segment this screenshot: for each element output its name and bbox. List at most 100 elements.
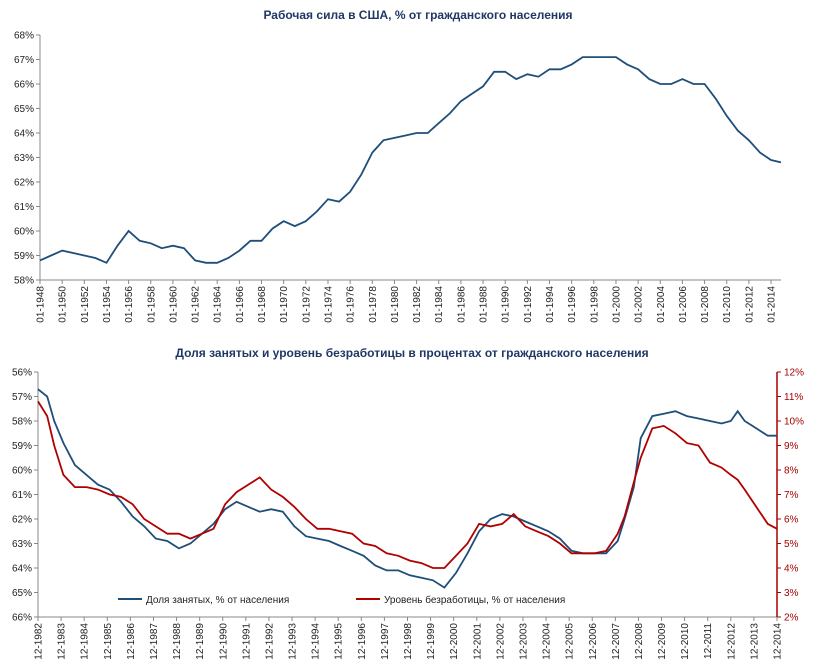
chart2-x-tick-label: 12-1998 <box>403 623 414 660</box>
chart1-x-tick-label: 01-1988 <box>479 286 490 323</box>
chart1-x-tick-label: 01-2000 <box>611 286 622 323</box>
chart2-x-tick-label: 12-1986 <box>126 623 137 660</box>
chart2-x-tick-label: 12-2010 <box>680 623 691 660</box>
chart1-x-tick-label: 01-1948 <box>36 286 47 323</box>
chart2-x-tick-label: 12-1987 <box>149 623 160 660</box>
chart1-x-tick-label: 01-1970 <box>279 286 290 323</box>
chart2-right-y-tick-label: 10% <box>784 417 804 428</box>
chart2-x-tick-label: 12-1992 <box>264 623 275 660</box>
chart1-x-tick-label: 01-1966 <box>235 286 246 323</box>
chart1-y-tick-label: 64% <box>14 129 34 140</box>
chart2-x-tick-label: 12-1989 <box>195 623 206 660</box>
chart1-y-tick-label: 60% <box>14 227 34 238</box>
chart1-x-ticks: 01-1948 01-1950 01-1952 01-1954 01-1956 01-19… <box>36 280 778 323</box>
chart2-x-tick-label: 12-2000 <box>449 623 460 660</box>
chart2-right-y-tick-label: 5% <box>784 539 799 550</box>
chart1-x-tick-label: 01-1960 <box>168 286 179 323</box>
chart1-x-tick-label: 01-2012 <box>744 286 755 323</box>
chart2-right-y-ticks: 2% 3% 4% 5% 6% 7% 8% 9% 10% 11% 12% <box>777 368 804 624</box>
chart2-left-y-ticks: 56% 57% 58% 59% 60% 61% 62% 63% 64% 65% 66% <box>12 368 38 624</box>
chart2-left-y-tick-label: 61% <box>12 490 32 501</box>
chart2-left-y-tick-label: 60% <box>12 466 32 477</box>
chart1-x-tick-label: 01-1984 <box>434 286 445 323</box>
chart2-right-y-tick-label: 4% <box>784 564 799 575</box>
chart1-y-tick-label: 62% <box>14 178 34 189</box>
chart1-x-tick-label: 01-2014 <box>767 286 778 323</box>
chart1-y-tick-label: 67% <box>14 55 34 66</box>
chart-employment-unemployment: Доля занятых и уровень безработицы в про… <box>12 346 804 660</box>
chart2-x-tick-label: 12-2008 <box>634 623 645 660</box>
chart1-x-tick-label: 01-2010 <box>722 286 733 323</box>
chart2-right-y-tick-label: 3% <box>784 588 799 599</box>
chart1-x-tick-label: 01-1978 <box>368 286 379 323</box>
chart2-right-y-tick-label: 11% <box>784 392 803 403</box>
chart2-right-y-tick-label: 9% <box>784 441 799 452</box>
chart1-x-tick-label: 01-1992 <box>523 286 534 323</box>
chart2-series-employment-line <box>37 388 777 589</box>
chart2-x-tick-label: 12-2006 <box>588 623 599 660</box>
chart1-y-tick-label: 65% <box>14 104 34 115</box>
chart1-y-ticks: 58% 59% 60% 61% 62% 63% 64% 65% 66% 67% 68% <box>14 31 40 287</box>
chart1-x-tick-label: 01-1998 <box>589 286 600 323</box>
chart1-x-tick-label: 01-1952 <box>80 286 91 323</box>
chart2-x-tick-label: 12-1991 <box>241 623 252 660</box>
chart2-x-tick-label: 12-1993 <box>288 623 299 660</box>
chart1-x-tick-label: 01-1968 <box>257 286 268 323</box>
chart1-x-tick-label: 01-2002 <box>634 286 645 323</box>
chart2-x-tick-label: 12-2003 <box>518 623 529 660</box>
chart1-y-tick-label: 59% <box>14 251 34 262</box>
chart2-x-tick-label: 12-1994 <box>311 623 322 660</box>
chart2-x-tick-label: 12-1982 <box>34 623 45 660</box>
chart2-title: Доля занятых и уровень безработицы в про… <box>175 346 648 360</box>
chart2-x-tick-label: 12-1988 <box>172 623 183 660</box>
chart2-left-y-tick-label: 63% <box>12 539 32 550</box>
chart1-x-tick-label: 01-2008 <box>700 286 711 323</box>
chart2-left-y-tick-label: 64% <box>12 564 32 575</box>
chart2-x-tick-label: 12-1990 <box>218 623 229 660</box>
chart2-left-y-tick-label: 58% <box>12 417 32 428</box>
chart1-x-tick-label: 01-1972 <box>301 286 312 323</box>
chart1-y-tick-label: 63% <box>14 153 34 164</box>
chart2-left-y-tick-label: 57% <box>12 392 32 403</box>
chart1-x-tick-label: 01-1974 <box>323 286 334 323</box>
chart-labor-force: Рабочая сила в США, % от гражданского на… <box>14 8 782 323</box>
chart1-x-tick-label: 01-1958 <box>146 286 157 323</box>
chart2-right-y-tick-label: 7% <box>784 490 799 501</box>
chart2-right-y-tick-label: 6% <box>784 515 799 526</box>
chart1-x-tick-label: 01-1964 <box>213 286 224 323</box>
chart1-x-tick-label: 01-1990 <box>501 286 512 323</box>
chart2-left-y-tick-label: 65% <box>12 588 32 599</box>
chart1-x-tick-label: 01-1994 <box>545 286 556 323</box>
chart1-y-tick-label: 66% <box>14 80 34 91</box>
chart2-x-tick-label: 12-1999 <box>426 623 437 660</box>
chart1-x-tick-label: 01-1976 <box>346 286 357 323</box>
chart2-right-y-tick-label: 12% <box>784 368 804 379</box>
chart2-x-tick-label: 12-1984 <box>80 623 91 660</box>
chart2-x-tick-label: 12-2013 <box>749 623 760 660</box>
chart1-y-tick-label: 68% <box>14 31 34 42</box>
chart2-x-tick-label: 12-2007 <box>611 623 622 660</box>
chart2-right-y-tick-label: 8% <box>784 466 799 477</box>
chart2-x-tick-label: 12-2009 <box>657 623 668 660</box>
chart2-x-tick-label: 12-1983 <box>57 623 68 660</box>
chart2-series-unemployment-line <box>37 400 778 569</box>
chart2-x-tick-label: 12-2012 <box>726 623 737 660</box>
chart2-x-tick-label: 12-2014 <box>773 623 784 660</box>
chart1-x-tick-label: 01-1980 <box>390 286 401 323</box>
chart2-legend: Доля занятых, % от населения Уровень без… <box>118 594 565 606</box>
chart1-x-tick-label: 01-1986 <box>456 286 467 323</box>
chart2-x-tick-label: 12-1997 <box>380 623 391 660</box>
chart2-x-tick-label: 12-2001 <box>472 623 483 660</box>
chart1-series-line <box>39 56 782 264</box>
chart2-x-ticks: 12-1982 12-1983 12-1984 12-1985 12-1986 12-19… <box>34 617 784 660</box>
chart2-x-tick-label: 12-1995 <box>334 623 345 660</box>
chart2-left-y-tick-label: 66% <box>12 613 32 624</box>
chart2-x-tick-label: 12-2011 <box>703 623 714 659</box>
chart1-x-tick-label: 01-1996 <box>567 286 578 323</box>
chart1-x-tick-label: 01-1954 <box>102 286 113 323</box>
chart1-y-tick-label: 58% <box>14 276 34 287</box>
chart2-right-y-tick-label: 2% <box>784 613 799 624</box>
chart2-x-tick-label: 12-1996 <box>357 623 368 660</box>
chart1-x-tick-label: 01-1956 <box>124 286 135 323</box>
